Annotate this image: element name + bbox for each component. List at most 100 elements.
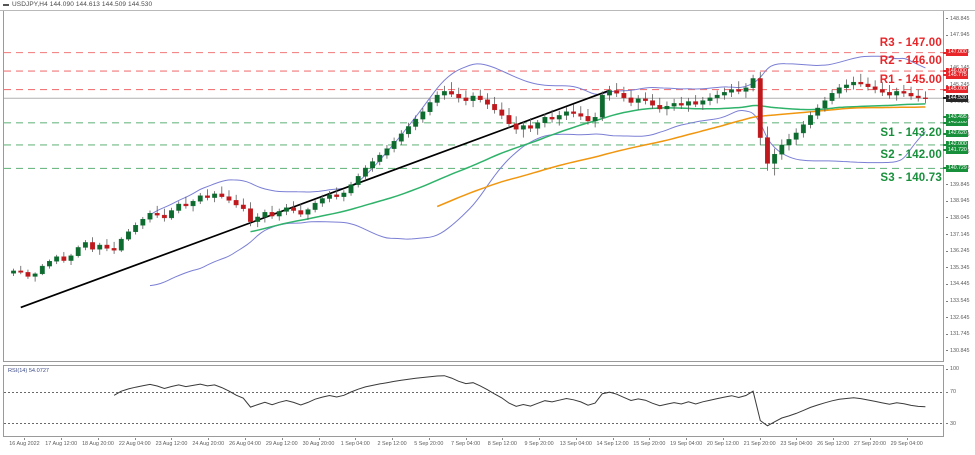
time-axis-tick [61, 438, 63, 440]
candle-body [312, 202, 318, 210]
time-axis: 16 Aug 2022 17 Aug 12:00 18 Aug 20:00 22 Au… [3, 438, 944, 453]
tick-label: 137.145 [950, 231, 970, 238]
rsi-axis-tick: 30 [946, 421, 956, 427]
price-axis: 148.845147.945147.045146.145145.245144.3… [946, 11, 975, 362]
rsi-pane-frame [3, 365, 944, 437]
moving-average-fast [250, 103, 926, 233]
price-badge-extra-2: 142.620 [943, 130, 968, 137]
price-axis-tick: 138.045 [946, 215, 970, 221]
candle-body [664, 105, 670, 110]
time-axis-label: 13 Sep 04:00 [559, 441, 592, 447]
candle-body [844, 84, 849, 88]
price-axis-tick: 131.745 [946, 331, 970, 337]
time-axis-label: 17 Aug 12:00 [45, 441, 78, 447]
rsi-chart-plot[interactable] [4, 366, 943, 436]
tick-label: 135.345 [950, 264, 970, 271]
price-chart-svg [4, 52, 943, 309]
tick-label: 30 [950, 420, 956, 427]
candle-body [528, 125, 533, 129]
candle-body [391, 141, 397, 149]
tick-label: 131.745 [950, 331, 970, 338]
candle-body [800, 124, 806, 134]
tick-label: 133.545 [950, 298, 970, 305]
price-badge-s1: 143.200 [943, 119, 968, 127]
time-axis-label: 29 Sep 04:00 [890, 441, 923, 447]
candle-body [75, 247, 81, 256]
level-label-s3: S3 - 140.73 [880, 172, 942, 185]
candle-body [901, 91, 907, 94]
time-axis-label: 8 Sep 12:00 [487, 441, 517, 447]
price-axis-tick: 138.945 [946, 198, 970, 204]
candle-body [908, 93, 914, 97]
candle-body [370, 161, 376, 169]
time-axis-label: 29 Aug 12:00 [265, 441, 298, 447]
candle-body [147, 213, 153, 220]
tick-mark [946, 200, 948, 202]
rsi-line [113, 375, 926, 427]
tick-label: 100 [950, 366, 959, 373]
price-badge-r3: 147.000 [943, 49, 968, 57]
candle-body [25, 272, 31, 277]
level-label-s2: S2 - 142.00 [880, 148, 942, 161]
candle-body [879, 89, 885, 93]
price-badge-r2: 146.000 [943, 67, 968, 75]
candle-body [406, 126, 411, 135]
candle-body [836, 87, 842, 94]
price-badge-r1: 145.000 [943, 86, 968, 94]
tick-label: 136.245 [950, 248, 970, 255]
candle-body [126, 231, 131, 240]
tick-label: 70 [950, 389, 956, 396]
price-chart-plot[interactable] [4, 12, 943, 361]
candle-body [420, 111, 426, 120]
candle-body [564, 111, 569, 116]
tick-mark [946, 34, 948, 36]
candle-body [513, 123, 519, 130]
time-axis-tick [465, 438, 467, 440]
candle-body [872, 86, 878, 90]
price-pane-frame [3, 11, 944, 362]
candle-body [571, 111, 577, 114]
time-axis-tick [575, 438, 577, 440]
time-axis-tick [392, 438, 394, 440]
candle-body [154, 213, 160, 216]
level-label-s1: S1 - 143.20 [880, 126, 942, 139]
tick-mark [946, 217, 948, 219]
time-axis-tick [355, 438, 357, 440]
candle-body [714, 94, 720, 99]
price-axis-tick: 135.345 [946, 265, 970, 271]
tick-label: 139.845 [950, 181, 970, 188]
time-axis-tick [281, 438, 283, 440]
tick-label: 138.945 [950, 198, 970, 205]
time-axis-tick [833, 438, 835, 440]
candle-body [922, 97, 928, 99]
collapse-marker-icon[interactable] [3, 4, 9, 6]
candle-body [68, 255, 74, 261]
time-axis-label: 9 Sep 20:00 [524, 441, 554, 447]
candle-body [707, 97, 713, 101]
candle-body [815, 107, 821, 116]
candle-body [470, 95, 476, 101]
time-axis-label: 20 Sep 12:00 [706, 441, 739, 447]
candle-body [894, 91, 900, 96]
candle-body [686, 101, 691, 106]
tick-label: 138.045 [950, 214, 970, 221]
candle-body [341, 192, 347, 197]
candle-body [240, 204, 246, 209]
candle-body [47, 261, 52, 267]
time-axis-tick [686, 438, 688, 440]
candle-body [305, 209, 311, 215]
candle-body [858, 81, 864, 85]
tick-label: 130.845 [950, 347, 970, 354]
tick-mark [946, 234, 948, 236]
tick-mark [946, 350, 948, 352]
time-axis-tick [428, 438, 430, 440]
candle-body [642, 98, 648, 101]
candle-body [851, 81, 857, 86]
level-label-r1: R1 - 145.00 [879, 73, 942, 86]
time-axis-label: 23 Aug 12:00 [155, 441, 188, 447]
candle-body [161, 214, 167, 219]
time-axis-label: 14 Sep 12:00 [596, 441, 629, 447]
tick-label: 132.645 [950, 314, 970, 321]
rsi-axis-tick: 100 [946, 366, 959, 372]
candle-body [327, 194, 332, 199]
